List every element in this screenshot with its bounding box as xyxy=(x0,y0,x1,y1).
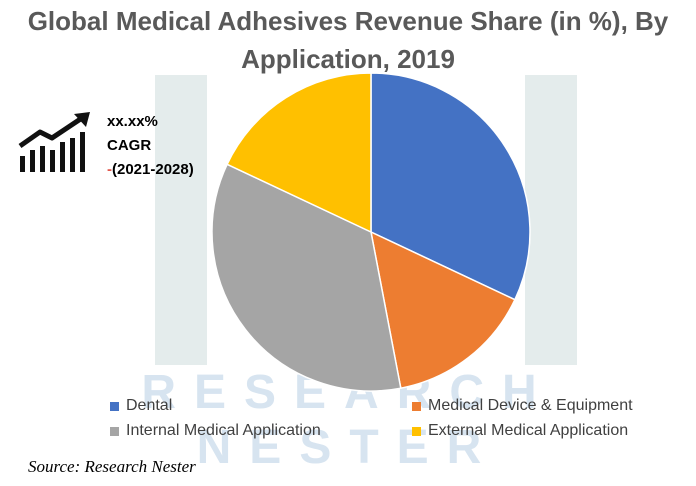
legend-swatch-dental xyxy=(110,401,119,411)
watermark-bar-left xyxy=(155,75,207,365)
watermark-bar-right xyxy=(525,75,577,365)
legend-item-dental: Dental xyxy=(110,397,172,415)
pie-slice-dental xyxy=(370,72,531,301)
cagr-period-row: -(2021-2028) xyxy=(107,158,194,182)
legend-swatch-internal-medical xyxy=(110,426,119,436)
pie-slice-medical-device-equipment xyxy=(369,230,516,390)
watermark-line-2: NESTER xyxy=(196,421,500,474)
cagr-value: xx.xx% xyxy=(107,113,158,130)
legend-label-internal-medical: Internal Medical Application xyxy=(126,422,321,439)
cagr-label: CAGR xyxy=(107,137,152,154)
source-note: Source: Research Nester xyxy=(28,457,196,476)
legend-item-external-medical: External Medical Application xyxy=(412,422,628,440)
legend-swatch-external-medical xyxy=(412,426,421,436)
cagr-period: (2021-2028) xyxy=(112,161,194,178)
legend-label-external-medical: External Medical Application xyxy=(428,422,629,439)
cagr-dash: - xyxy=(107,161,112,178)
cagr-block: xx.xx% CAGR -(2021-2028) xyxy=(107,110,194,182)
legend-swatch-medical-device xyxy=(412,401,421,411)
chart-title: Global Medical Adhesives Revenue Share (… xyxy=(27,6,669,74)
pie-slice-internal-medical-application xyxy=(211,163,402,392)
pie-chart xyxy=(211,72,531,392)
pie-slice-external-medical-application xyxy=(226,72,372,234)
legend-item-medical-device: Medical Device & Equipment xyxy=(412,397,633,415)
legend-label-medical-device: Medical Device & Equipment xyxy=(428,397,633,414)
growth-bars-arrow-icon xyxy=(18,112,90,172)
legend-item-internal-medical: Internal Medical Application xyxy=(110,422,321,440)
legend-label-dental: Dental xyxy=(126,397,173,414)
